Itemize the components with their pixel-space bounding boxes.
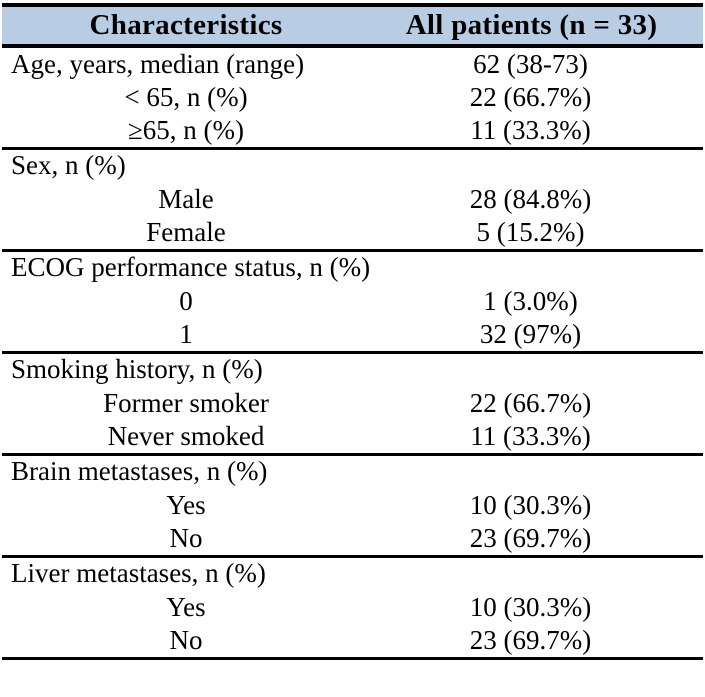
table-row: 1 32 (97%) <box>2 318 703 352</box>
table-row: Brain metastases, n (%) <box>2 454 703 488</box>
row-label-cell: 1 <box>179 318 193 349</box>
patient-characteristics-table: Characteristics All patients (n = 33) Ag… <box>2 3 703 660</box>
row-label-cell: Never smoked <box>107 420 265 451</box>
row-label-cell: Yes <box>166 489 206 520</box>
section-liver-metastases: Liver metastases, n (%) Yes 10 (30.3%) N… <box>2 556 703 658</box>
section-age: Age, years, median (range) 62 (38-73) < … <box>2 46 703 148</box>
row-value-cell: 62 (38-73) <box>473 48 588 79</box>
table-row: Age, years, median (range) 62 (38-73) <box>2 46 703 80</box>
table-row: Liver metastases, n (%) <box>2 556 703 590</box>
header-cell-characteristics: Characteristics <box>2 5 370 48</box>
row-value-cell: 32 (97%) <box>479 318 582 349</box>
section-smoking: Smoking history, n (%) Former smoker 22 … <box>2 352 703 454</box>
table-row: Female 5 (15.2%) <box>2 216 703 250</box>
row-value-cell <box>370 556 703 590</box>
table-header: Characteristics All patients (n = 33) <box>2 5 703 48</box>
row-label-cell: Liver metastases, n (%) <box>11 558 266 589</box>
row-label-cell: 0 <box>179 285 193 316</box>
row-value-cell <box>370 454 703 488</box>
row-label-cell: ECOG performance status, n (%) <box>11 252 370 283</box>
table-row: No 23 (69.7%) <box>2 522 703 556</box>
row-value-cell: 1 (3.0%) <box>483 285 578 316</box>
row-label-cell: Former smoker <box>103 387 269 418</box>
table-row: Never smoked 11 (33.3%) <box>2 420 703 454</box>
row-value-cell: 10 (30.3%) <box>469 591 592 622</box>
header-cell-all-patients: All patients (n = 33) <box>370 5 703 48</box>
table-row: Former smoker 22 (66.7%) <box>2 386 703 420</box>
table-row: < 65, n (%) 22 (66.7%) <box>2 80 703 114</box>
row-value-cell: 11 (33.3%) <box>470 114 591 145</box>
row-label-cell: Age, years, median (range) <box>11 48 305 79</box>
row-value-cell: 23 (69.7%) <box>469 522 592 553</box>
row-label-cell: Yes <box>166 591 206 622</box>
row-value-cell: 22 (66.7%) <box>469 387 592 418</box>
row-label-cell: No <box>169 522 203 553</box>
table-row: Sex, n (%) <box>2 148 703 182</box>
table-row: No 23 (69.7%) <box>2 624 703 658</box>
table-row: Smoking history, n (%) <box>2 352 703 386</box>
paper-page: Characteristics All patients (n = 33) Ag… <box>0 3 705 697</box>
table-row: Yes 10 (30.3%) <box>2 488 703 522</box>
table-row: Yes 10 (30.3%) <box>2 590 703 624</box>
table-row: 0 1 (3.0%) <box>2 284 703 318</box>
row-label-cell: < 65, n (%) <box>124 81 248 112</box>
row-value-cell <box>370 250 703 284</box>
row-label-cell: Female <box>146 216 226 247</box>
row-label-cell: ≥65, n (%) <box>127 114 245 145</box>
row-value-cell: 28 (84.8%) <box>469 183 592 214</box>
row-value-cell <box>370 352 703 386</box>
row-label-cell: Smoking history, n (%) <box>11 354 263 385</box>
section-sex: Sex, n (%) Male 28 (84.8%) Female 5 (15.… <box>2 148 703 250</box>
row-value-cell: 11 (33.3%) <box>470 420 591 451</box>
row-value-cell: 10 (30.3%) <box>469 489 592 520</box>
row-label-cell: No <box>169 624 203 655</box>
row-label-cell: Male <box>158 183 214 214</box>
row-value-cell: 22 (66.7%) <box>469 81 592 112</box>
row-value-cell: 23 (69.7%) <box>469 624 592 655</box>
row-label-cell: Sex, n (%) <box>11 150 126 181</box>
section-ecog: ECOG performance status, n (%) 0 1 (3.0%… <box>2 250 703 352</box>
table-header-row: Characteristics All patients (n = 33) <box>2 5 703 48</box>
row-value-cell: 5 (15.2%) <box>476 216 585 247</box>
section-brain-metastases: Brain metastases, n (%) Yes 10 (30.3%) N… <box>2 454 703 556</box>
row-label-cell: Brain metastases, n (%) <box>11 456 268 487</box>
row-value-cell <box>370 148 703 182</box>
table-row: Male 28 (84.8%) <box>2 182 703 216</box>
table-row: ≥65, n (%) 11 (33.3%) <box>2 114 703 148</box>
table-row: ECOG performance status, n (%) <box>2 250 703 284</box>
